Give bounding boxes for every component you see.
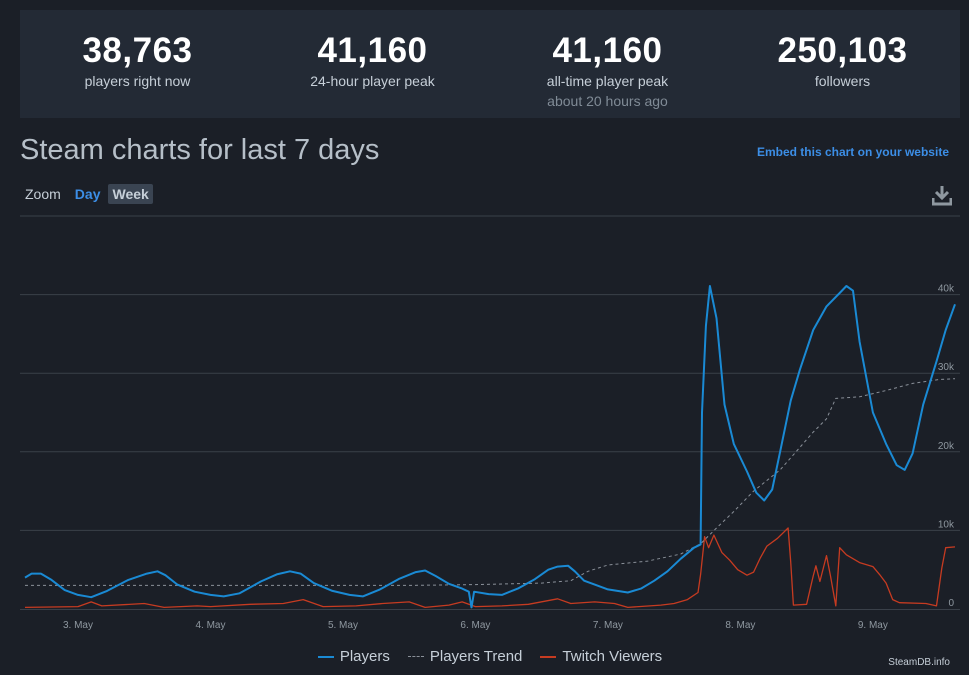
- players-chart[interactable]: 0 10k 20k 30k 40k 3. May 4. May 5. May 6. May 7. …: [20, 172, 960, 675]
- zoom-week-button[interactable]: Week: [108, 184, 153, 204]
- x-tick-label: 7. May: [593, 620, 623, 631]
- y-tick-label: 20k: [938, 441, 955, 452]
- legend-swatch-trend: [407, 656, 424, 657]
- zoom-controls: Zoom Day Week: [25, 184, 157, 204]
- download-icon[interactable]: [932, 184, 952, 206]
- stat-label: followers: [814, 73, 871, 89]
- y-tick-label: 0: [948, 598, 954, 609]
- stats-bar: 38,763 players right now 41,160 24-hour …: [20, 10, 960, 118]
- stat-players-now: 38,763 players right now: [20, 10, 255, 118]
- stat-label: 24-hour player peak: [310, 73, 435, 89]
- chart-legend: Players Players Trend Twitch Viewers: [20, 648, 960, 665]
- x-tick-label: 6. May: [460, 620, 490, 631]
- chart-panel: 0 10k 20k 30k 40k 3. May 4. May 5. May 6. May 7. …: [20, 172, 960, 675]
- legend-label: Players: [339, 648, 390, 665]
- stat-value: 41,160: [317, 31, 428, 70]
- stat-all-time-peak[interactable]: 41,160 all-time player peak about 20 hou…: [490, 10, 725, 118]
- y-tick-label: 30k: [938, 362, 955, 373]
- x-tick-label: 9. May: [858, 620, 888, 631]
- stat-label: all-time player peak: [546, 73, 669, 89]
- legend-item-players[interactable]: Players: [317, 648, 390, 665]
- series-line-players: [24, 285, 956, 609]
- y-tick-label: 40k: [938, 284, 955, 295]
- stat-label: players right now: [84, 73, 191, 89]
- chart-heading: Steam charts for last 7 days: [20, 134, 380, 166]
- stat-value: 38,763: [82, 31, 193, 70]
- stat-peak-time: about 20 hours ago: [547, 93, 668, 109]
- stat-followers: 250,103 followers: [725, 10, 960, 118]
- legend-item-twitch[interactable]: Twitch Viewers: [540, 648, 662, 665]
- x-tick-label: 4. May: [195, 620, 225, 631]
- x-tick-label: 8. May: [725, 620, 755, 631]
- y-tick-label: 10k: [938, 519, 955, 530]
- legend-label: Players Trend: [429, 648, 523, 665]
- stat-value: 41,160: [552, 31, 663, 70]
- steamdb-credit: SteamDB.info: [888, 657, 950, 668]
- legend-swatch-players: [317, 655, 334, 658]
- stat-24h-peak: 41,160 24-hour player peak: [255, 10, 490, 118]
- embed-chart-link[interactable]: Embed this chart on your website: [756, 145, 949, 159]
- x-tick-label: 3. May: [63, 620, 93, 631]
- stat-value: 250,103: [777, 31, 908, 70]
- legend-item-trend[interactable]: Players Trend: [407, 648, 523, 665]
- zoom-day-button[interactable]: Day: [74, 186, 101, 202]
- series-line-trend: [25, 378, 956, 586]
- x-tick-label: 5. May: [328, 620, 358, 631]
- legend-swatch-twitch: [540, 655, 557, 658]
- zoom-label: Zoom: [25, 186, 61, 202]
- series-line-twitch: [24, 527, 956, 609]
- legend-label: Twitch Viewers: [562, 648, 663, 665]
